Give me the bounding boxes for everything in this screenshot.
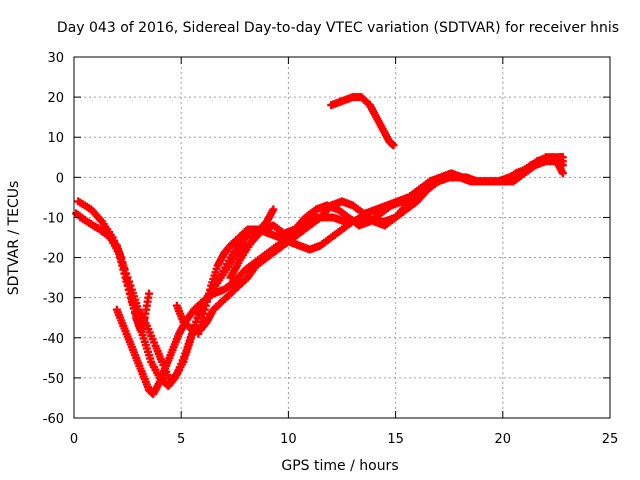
x-tick-label: 5 bbox=[177, 432, 185, 447]
data-point bbox=[145, 289, 154, 298]
x-tick-label: 15 bbox=[387, 432, 404, 447]
data-point bbox=[120, 265, 129, 274]
data-point bbox=[125, 277, 134, 286]
series-track-9 bbox=[327, 93, 398, 150]
y-axis-label: SDTVAR / TECUs bbox=[6, 181, 22, 296]
chart-title: Day 043 of 2016, Sidereal Day-to-day VTE… bbox=[57, 20, 619, 36]
data-point bbox=[558, 157, 567, 166]
x-axis-label: GPS time / hours bbox=[281, 458, 398, 474]
y-tick-label: 20 bbox=[47, 91, 64, 106]
data-point bbox=[126, 281, 135, 290]
data-point bbox=[558, 169, 567, 178]
axis-ticks: 0 5 10 15 20 25 -60 -50 -40 -30 -20 -10 0 10 20 30 bbox=[43, 51, 619, 447]
data-point bbox=[269, 205, 278, 214]
y-tick-label: 10 bbox=[47, 131, 64, 146]
y-tick-label: -40 bbox=[43, 332, 64, 347]
y-tick-label: 0 bbox=[56, 171, 64, 186]
x-tick-label: 25 bbox=[602, 432, 619, 447]
data-point bbox=[123, 273, 132, 282]
plot-frame bbox=[73, 56, 611, 419]
series-track-8 bbox=[237, 153, 567, 262]
y-tick-label: -10 bbox=[43, 211, 64, 226]
x-tick-label: 0 bbox=[70, 432, 78, 447]
y-tick-label: 30 bbox=[47, 51, 64, 66]
y-tick-label: -60 bbox=[43, 412, 64, 427]
y-tick-label: -20 bbox=[43, 252, 64, 267]
data-points-layer bbox=[72, 93, 567, 398]
data-point bbox=[389, 141, 398, 150]
data-point bbox=[122, 269, 131, 278]
y-tick-label: -50 bbox=[43, 372, 64, 387]
x-tick-label: 20 bbox=[495, 432, 512, 447]
data-point bbox=[119, 261, 128, 270]
x-tick-label: 10 bbox=[280, 432, 297, 447]
y-tick-label: -30 bbox=[43, 292, 64, 307]
